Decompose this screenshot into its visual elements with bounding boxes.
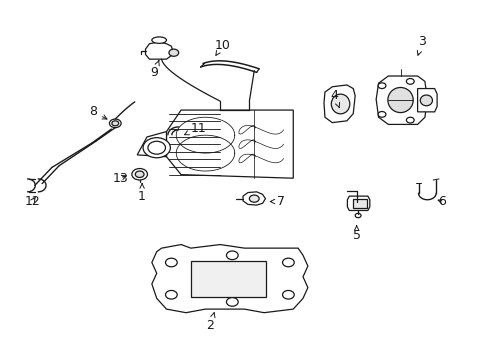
Text: 8: 8 (89, 105, 107, 119)
Circle shape (168, 49, 178, 56)
Ellipse shape (152, 37, 166, 43)
Polygon shape (375, 76, 427, 125)
Text: 4: 4 (330, 89, 339, 108)
Polygon shape (152, 244, 307, 313)
Circle shape (109, 119, 121, 128)
Circle shape (165, 258, 177, 267)
Text: 3: 3 (416, 35, 426, 55)
Circle shape (282, 291, 294, 299)
Text: 12: 12 (24, 195, 40, 208)
Text: 5: 5 (352, 226, 360, 242)
Polygon shape (346, 196, 369, 211)
Polygon shape (324, 85, 354, 123)
Circle shape (406, 117, 413, 123)
Ellipse shape (419, 95, 431, 106)
Text: 1: 1 (138, 184, 146, 203)
Text: 13: 13 (112, 172, 128, 185)
Text: 10: 10 (214, 39, 230, 55)
Circle shape (143, 138, 170, 158)
Text: 11: 11 (184, 122, 205, 135)
Ellipse shape (330, 94, 349, 114)
Polygon shape (243, 192, 265, 205)
Bar (352, 199, 366, 208)
Ellipse shape (387, 87, 412, 113)
Circle shape (135, 171, 144, 177)
Text: 2: 2 (206, 313, 215, 332)
Circle shape (132, 168, 147, 180)
Polygon shape (137, 132, 166, 157)
Circle shape (249, 195, 259, 202)
Text: 6: 6 (437, 195, 445, 208)
Circle shape (354, 213, 360, 218)
Circle shape (226, 251, 238, 260)
Polygon shape (417, 89, 436, 112)
Circle shape (377, 112, 385, 117)
Polygon shape (145, 42, 172, 59)
Text: 9: 9 (150, 60, 159, 79)
Circle shape (112, 121, 119, 126)
Circle shape (165, 291, 177, 299)
Polygon shape (166, 110, 293, 178)
Bar (190, 261, 266, 297)
Circle shape (377, 83, 385, 89)
Circle shape (226, 298, 238, 306)
Text: 7: 7 (270, 195, 285, 208)
Circle shape (148, 141, 165, 154)
Circle shape (406, 78, 413, 84)
Circle shape (282, 258, 294, 267)
